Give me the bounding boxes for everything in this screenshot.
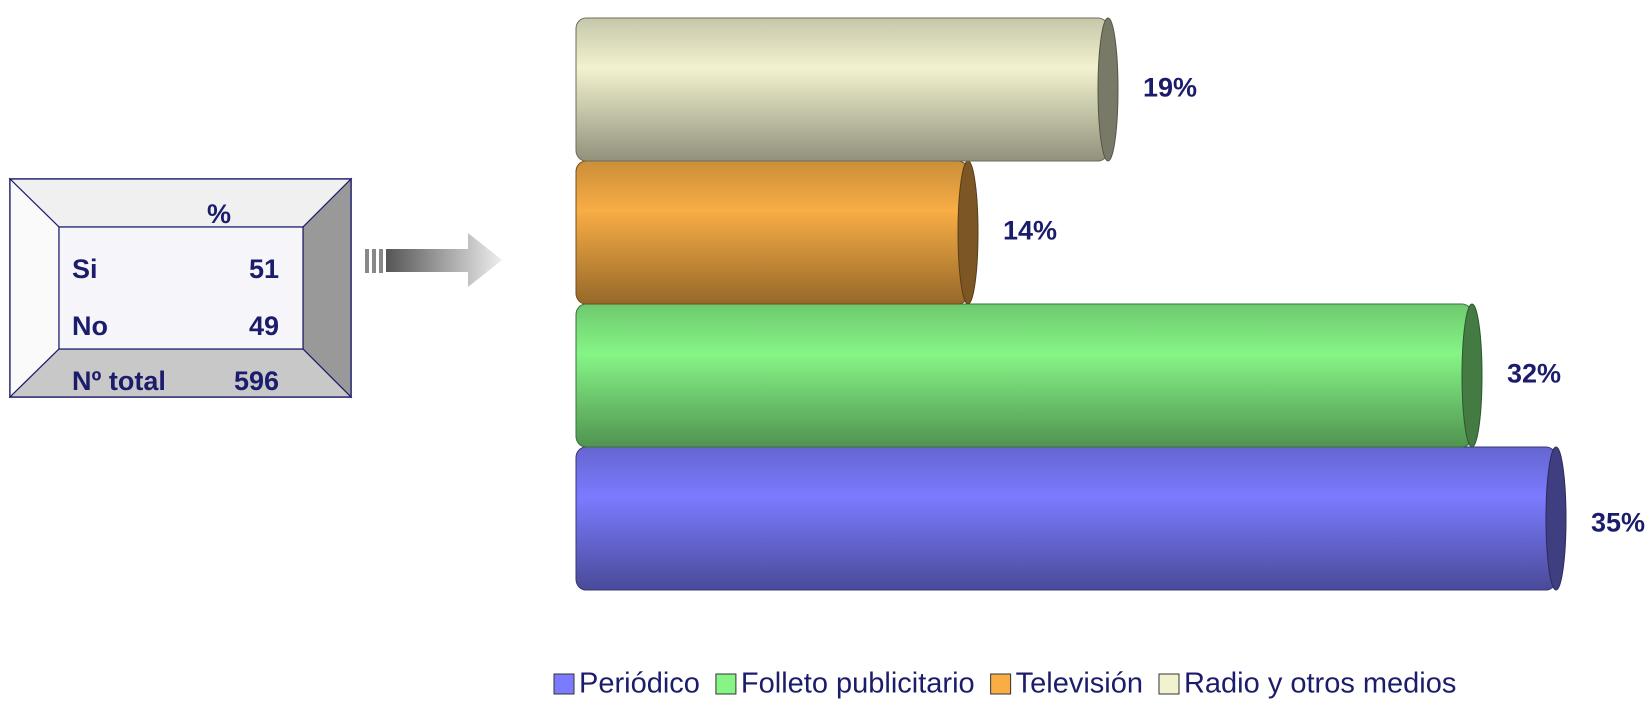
legend-label: Radio y otros medios [1184,668,1456,700]
bar [575,160,969,305]
value-label: 19% [1143,73,1197,103]
table-header: % [207,199,231,229]
bar-cap [1461,303,1483,448]
row-value: 596 [234,366,279,396]
value-label: 35% [1591,508,1645,538]
legend-swatch [1158,673,1180,695]
legend-swatch [990,673,1012,695]
value-label: 32% [1507,359,1561,389]
arrow [365,233,502,287]
bar-cap [1097,17,1119,162]
bar-cap [957,160,979,305]
legend-label: Folleto publicitario [741,668,975,700]
bar [575,446,1557,591]
row-label: No [72,311,108,341]
bar-cap [1545,446,1567,591]
legend-label: Televisión [1016,668,1143,700]
bar [575,17,1109,162]
legend-label: Periódico [579,668,700,700]
legend-swatch [553,673,575,695]
bar [575,303,1473,448]
row-label: Nº total [72,366,166,396]
stat-box: % [8,177,353,399]
legend-swatch [715,673,737,695]
row-value: 51 [249,254,279,284]
value-label: 14% [1003,216,1057,246]
row-label: Si [72,254,98,284]
row-value: 49 [249,311,279,341]
